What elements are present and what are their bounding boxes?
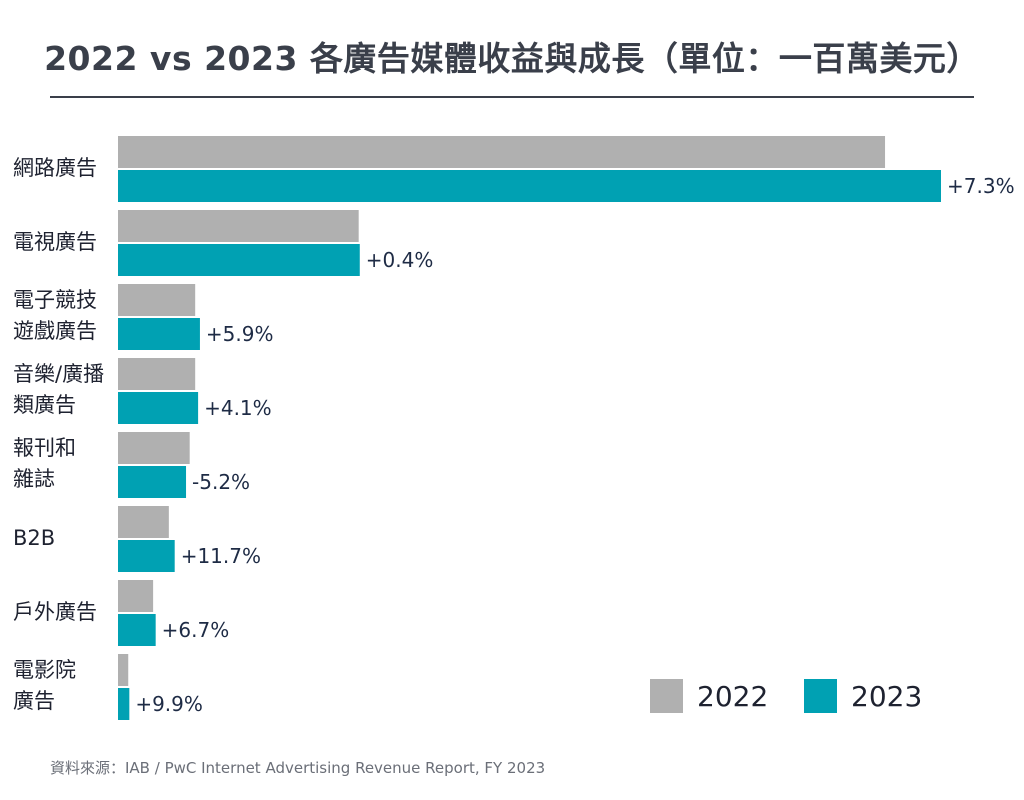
growth-label: +7.3% <box>947 174 1015 198</box>
category-label: 網路廣告 <box>13 156 97 180</box>
bar-2023-3 <box>118 392 199 424</box>
bar-2023-7 <box>118 688 130 720</box>
bar-2023-5 <box>118 540 175 572</box>
bar-2022-6 <box>118 580 154 612</box>
bar-2022-3 <box>118 358 196 390</box>
category-label: 報刊和 <box>13 436 76 460</box>
category-label: 電子競技 <box>13 288 97 312</box>
growth-label: +4.1% <box>204 396 272 420</box>
bar-2023-4 <box>118 466 187 498</box>
growth-label: +5.9% <box>206 322 274 346</box>
growth-label: +11.7% <box>181 544 261 568</box>
category-label: 類廣告 <box>13 393 76 417</box>
legend-label-2023: 2023 <box>851 680 922 713</box>
category-label: 電影院 <box>13 658 76 682</box>
bar-2022-7 <box>118 654 129 686</box>
legend-swatch-2023 <box>804 679 837 713</box>
growth-label: +0.4% <box>366 248 434 272</box>
growth-label: -5.2% <box>192 470 250 494</box>
source-note: 資料來源：IAB / PwC Internet Advertising Reve… <box>50 759 546 777</box>
legend-swatch-2022 <box>650 679 683 713</box>
bar-2023-2 <box>118 318 200 350</box>
bar-2022-5 <box>118 506 169 538</box>
bar-2022-4 <box>118 432 190 464</box>
category-label: 音樂/廣播 <box>13 362 104 386</box>
chart-title: 2022 vs 2023 各廣告媒體收益與成長（單位：一百萬美元） <box>44 39 980 78</box>
bar-2023-6 <box>118 614 156 646</box>
category-label: 雜誌 <box>13 467 55 491</box>
category-label: 遊戲廣告 <box>13 319 97 343</box>
bar-2023-1 <box>118 244 360 276</box>
bar-2022-0 <box>118 136 886 168</box>
category-label: 廣告 <box>13 689 55 713</box>
category-label: 電視廣告 <box>13 230 97 254</box>
growth-label: +6.7% <box>162 618 230 642</box>
bar-2023-0 <box>118 170 941 202</box>
title-divider <box>50 96 974 98</box>
growth-label: +9.9% <box>135 692 203 716</box>
legend-label-2022: 2022 <box>697 680 768 713</box>
category-label: B2B <box>13 526 55 550</box>
bar-2022-2 <box>118 284 196 316</box>
bar-2022-1 <box>118 210 359 242</box>
category-label: 戶外廣告 <box>13 600 97 624</box>
